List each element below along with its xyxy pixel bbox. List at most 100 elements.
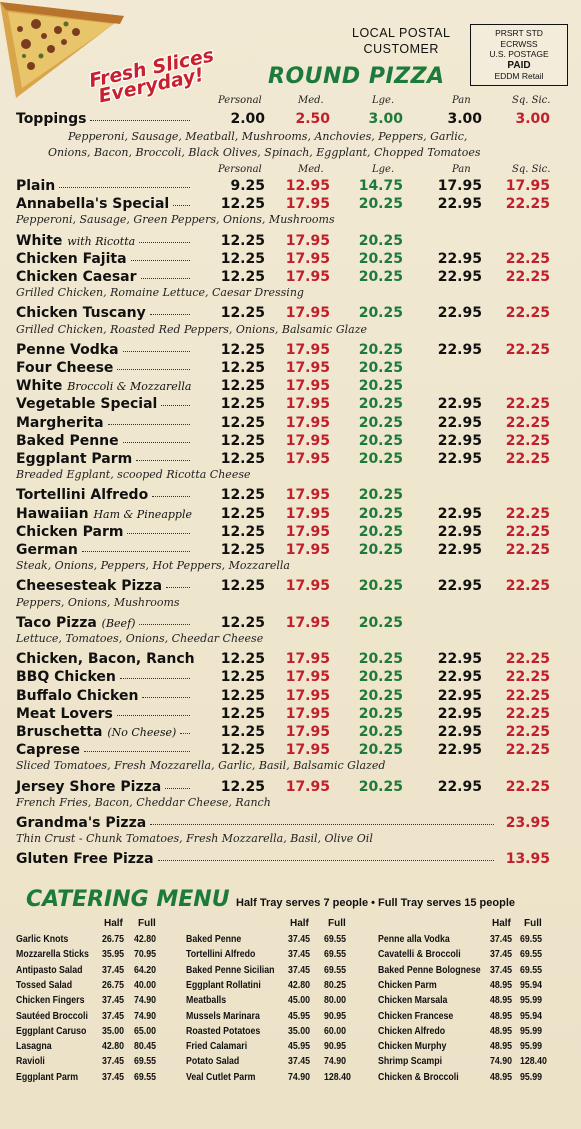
catering-item-name: Mussels Marinara — [186, 1010, 260, 1022]
catering-item-half: 37.45 — [102, 995, 125, 1007]
price-2: 17.95 — [285, 396, 330, 413]
catering-item-name: Antipasto Salad — [16, 964, 83, 976]
price-2: 17.95 — [285, 542, 330, 558]
catering-half-label: Half — [104, 918, 123, 929]
item-name: Grandma's Pizza — [16, 815, 147, 831]
price-4: 17.95 — [437, 178, 482, 194]
leader-dots — [142, 696, 190, 698]
price-3: 20.25 — [358, 269, 403, 285]
catering-item-half: 35.00 — [288, 1025, 311, 1037]
item-name: Bruschetta (No Cheese) — [16, 724, 176, 740]
price-3: 20.25 — [358, 232, 403, 249]
price-3: 20.25 — [358, 614, 403, 631]
price-5: 22.25 — [505, 523, 550, 540]
price-5: 22.25 — [505, 669, 550, 686]
catering-item-half: 48.95 — [490, 979, 513, 991]
price-2: 17.95 — [285, 232, 330, 249]
price-4: 22.95 — [437, 451, 482, 467]
catering-item-full: 65.00 — [134, 1025, 157, 1037]
price-3: 20.25 — [358, 505, 403, 522]
catering-item-half: 42.80 — [102, 1041, 125, 1053]
price-1: 12.25 — [220, 578, 265, 595]
price-4: 22.95 — [437, 250, 482, 267]
price-4: 22.95 — [437, 432, 482, 449]
item-name-text: Toppings — [16, 111, 87, 127]
price-4: 22.95 — [437, 305, 482, 322]
catering-item-full: 69.55 — [134, 1071, 157, 1083]
price-1: 12.25 — [220, 305, 265, 322]
price-4: 22.95 — [437, 505, 482, 522]
item-name: German — [16, 542, 78, 558]
item-description: Lettuce, Tomatoes, Onions, Cheedar Chees… — [16, 632, 264, 645]
catering-item-full: 74.90 — [134, 995, 157, 1007]
leader-dots — [165, 787, 190, 789]
item-name: Buffalo Chicken — [16, 688, 138, 704]
price-3: 20.25 — [358, 305, 403, 322]
item-note: with Ricotta — [67, 234, 136, 248]
catering-item-name: Potato Salad — [186, 1056, 240, 1068]
price-2: 17.95 — [285, 378, 330, 395]
price-3: 14.75 — [358, 178, 403, 194]
leader-dots — [131, 259, 190, 261]
price-1: 12.25 — [220, 614, 265, 631]
price-2: 17.95 — [285, 250, 330, 267]
price-2: 17.95 — [285, 669, 330, 686]
size-header: Sq. Sic. — [512, 164, 551, 175]
catering-item-half: 48.95 — [490, 1025, 513, 1037]
price-3: 20.25 — [358, 669, 403, 686]
price-1: 12.25 — [220, 542, 265, 558]
price-5: 22.25 — [505, 742, 550, 759]
price-2: 17.95 — [285, 778, 330, 795]
catering-item-name: Eggplant Rollatini — [186, 979, 261, 991]
stamp-line-2: ECRWSS — [500, 38, 538, 49]
leader-dots — [141, 278, 190, 279]
leader-dots — [82, 551, 190, 552]
catering-item-full: 95.99 — [520, 1041, 543, 1053]
item-name: Toppings — [16, 111, 86, 127]
price-3: 20.25 — [358, 451, 403, 467]
catering-item-half: 37.45 — [288, 964, 311, 976]
catering-item-full: 69.55 — [520, 949, 543, 961]
price-4: 22.95 — [437, 578, 482, 595]
price-2: 17.95 — [285, 742, 330, 759]
item-name-text: Chicken Parm — [16, 523, 124, 540]
item-note: Broccoli & Mozzarella — [67, 380, 192, 394]
item-description: Grilled Chicken, Roasted Red Peppers, On… — [16, 322, 367, 336]
price-2: 17.95 — [285, 578, 330, 595]
catering-item-half: 37.45 — [288, 949, 311, 961]
catering-item-name: Baked Penne — [186, 934, 242, 945]
catering-item-full: 80.25 — [324, 979, 347, 991]
item-name: Plain — [16, 178, 55, 194]
price-4: 22.95 — [437, 523, 482, 540]
leader-dots — [150, 824, 494, 825]
catering-item-name: Shrimp Scampi — [378, 1056, 443, 1068]
price-1: 12.25 — [220, 250, 265, 267]
price-3: 20.25 — [358, 360, 403, 376]
item-name-text: Taco Pizza — [16, 614, 97, 631]
catering-item-name: Eggplant Caruso — [16, 1025, 87, 1037]
price-3: 20.25 — [358, 705, 403, 722]
price-3: 20.25 — [358, 414, 403, 431]
leader-dots — [90, 120, 190, 121]
item-description: Thin Crust - Chunk Tomatoes, Fresh Mozza… — [16, 832, 373, 846]
price-1: 12.25 — [220, 651, 265, 668]
item-description: Pepperoni, Sausage, Green Peppers, Onion… — [16, 213, 335, 227]
catering-item-half: 37.45 — [490, 964, 513, 976]
price-5: 3.00 — [515, 111, 550, 127]
item-name-text: Chicken, Bacon, Ranch — [16, 651, 195, 668]
catering-item-name: Baked Penne Bolognese — [378, 964, 481, 976]
price-3: 20.25 — [358, 742, 403, 759]
item-name-text: Eggplant Parm — [16, 451, 133, 467]
item-name-text: Caprese — [16, 742, 80, 759]
item-name-text: Chicken Tuscany — [16, 305, 146, 322]
catering-item-name: Mozzarella Sticks — [16, 949, 89, 961]
catering-item-half: 26.75 — [102, 979, 125, 991]
postage-stamp-box: PRSRT STD ECRWSS U.S. POSTAGE PAID EDDM … — [470, 24, 568, 86]
item-description: Grilled Chicken, Romaine Lettuce, Caesar… — [16, 286, 304, 300]
catering-item-full: 95.94 — [520, 1010, 543, 1022]
catering-item-half: 48.95 — [490, 995, 513, 1007]
price-3: 20.25 — [358, 487, 403, 504]
catering-item-full: 90.95 — [324, 1041, 347, 1053]
leader-dots — [161, 405, 190, 407]
catering-item-name: Tossed Salad — [16, 979, 73, 991]
